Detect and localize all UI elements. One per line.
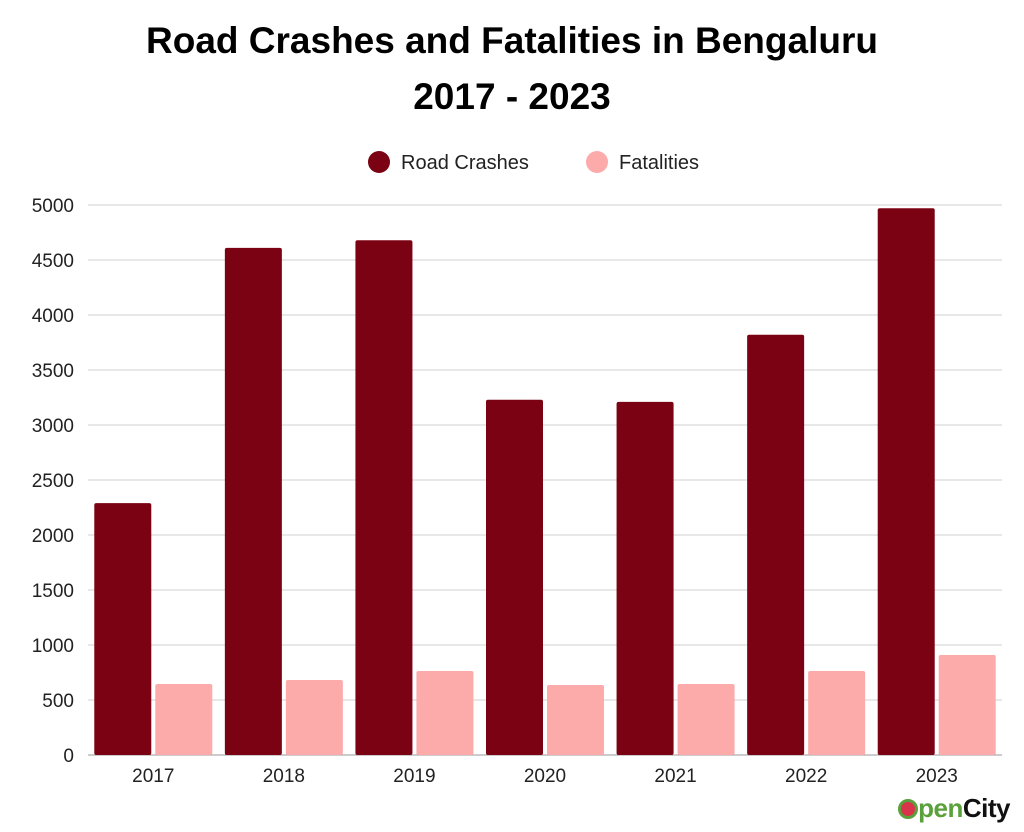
legend-label: Fatalities <box>619 152 699 174</box>
x-tick-label: 2018 <box>263 766 305 787</box>
bar-fatalities-2018 <box>285 679 343 755</box>
x-tick-label: 2021 <box>654 766 696 787</box>
legend-label: Road Crashes <box>401 152 529 174</box>
y-tick-label: 1500 <box>32 581 74 602</box>
y-tick-label: 2500 <box>32 471 74 492</box>
bar-fatalities-2021 <box>677 684 735 755</box>
legend-marker-1 <box>586 151 608 173</box>
opencity-logo: penCity <box>898 793 1011 824</box>
y-tick-label: 2000 <box>32 526 74 547</box>
chart-subtitle: 2017 - 2023 <box>413 76 611 117</box>
legend-marker-0 <box>368 151 390 173</box>
logo-o-icon <box>898 799 919 819</box>
y-tick-label: 5000 <box>32 196 74 217</box>
bar-road-crashes-2017 <box>94 503 152 755</box>
bar-road-crashes-2019 <box>355 240 413 755</box>
bar-road-crashes-2020 <box>486 399 543 755</box>
x-tick-label: 2017 <box>132 766 174 787</box>
bar-road-crashes-2023 <box>877 208 935 756</box>
x-tick-label: 2022 <box>785 766 827 787</box>
chart-title: Road Crashes and Fatalities in Bengaluru <box>146 20 878 61</box>
bar-fatalities-2020 <box>547 685 604 755</box>
x-tick-label: 2019 <box>393 766 435 787</box>
bar-fatalities-2023 <box>938 655 996 755</box>
bar-road-crashes-2018 <box>224 247 282 755</box>
y-tick-label: 3000 <box>32 416 74 437</box>
y-tick-label: 0 <box>63 746 74 767</box>
x-tick-label: 2020 <box>524 766 566 787</box>
y-tick-label: 4500 <box>32 251 74 272</box>
x-tick-label: 2023 <box>916 766 958 787</box>
y-tick-label: 1000 <box>32 636 74 657</box>
bar-fatalities-2022 <box>808 670 866 755</box>
y-tick-label: 500 <box>42 691 74 712</box>
y-tick-label: 4000 <box>32 306 74 327</box>
bar-fatalities-2017 <box>155 684 213 755</box>
bar-fatalities-2019 <box>416 670 474 755</box>
logo-text-pen: pen <box>918 793 963 823</box>
y-tick-label: 3500 <box>32 361 74 382</box>
bar-road-crashes-2021 <box>616 401 674 755</box>
bar-road-crashes-2022 <box>747 334 805 755</box>
logo-text-city: City <box>962 793 1011 823</box>
